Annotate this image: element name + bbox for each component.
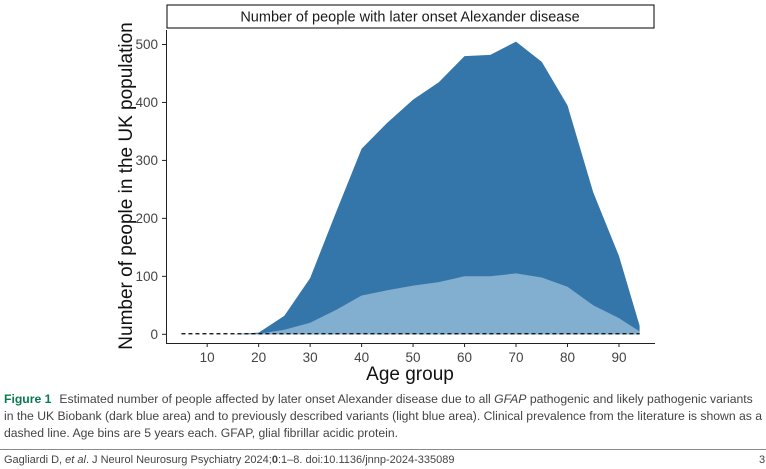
figure-label: Figure 1 — [4, 392, 52, 406]
footer-volume: 0 — [271, 454, 278, 466]
x-tick-label: 70 — [509, 350, 524, 365]
footer-year: 2024; — [241, 454, 272, 466]
figure-caption: Figure 1 Estimated number of people affec… — [4, 391, 764, 442]
chart-title-box — [166, 4, 655, 29]
x-tick-label: 40 — [354, 350, 369, 365]
caption-gene: GFAP — [494, 392, 527, 406]
x-tick-label: 30 — [303, 350, 318, 365]
footer-citation: Gagliardi D, et al. J Neurol Neurosurg P… — [4, 454, 455, 466]
x-tick-label: 90 — [611, 350, 626, 365]
x-tick-label: 50 — [406, 350, 421, 365]
x-tick-label: 80 — [560, 350, 575, 365]
series-layer — [181, 41, 640, 335]
footer-journal: . J Neurol Neurosurg Psychiatry — [85, 454, 242, 466]
series-area-0 — [232, 41, 640, 335]
y-tick-label: 500 — [135, 37, 158, 52]
footer-divider — [0, 449, 766, 450]
y-axis-label: Number of people in the UK population — [116, 22, 137, 349]
area-chart: Number of people with later onset Alexan… — [116, 4, 655, 385]
y-tick-label: 0 — [150, 327, 158, 342]
y-tick-label: 300 — [135, 153, 158, 168]
page-number: 3 — [759, 454, 766, 466]
y-tick-label: 200 — [135, 211, 158, 226]
x-axis-label: Age group — [366, 364, 454, 385]
x-tick-label: 20 — [251, 350, 266, 365]
x-tick-label: 60 — [457, 350, 472, 365]
y-tick-label: 400 — [135, 95, 158, 110]
caption-text-after: pathogenic and likely pathogenic variant… — [4, 392, 763, 440]
caption-text-before: Estimated number of people affected by l… — [59, 392, 495, 406]
chart-title: Number of people with later onset Alexan… — [240, 10, 579, 26]
y-tick-label: 100 — [135, 269, 158, 284]
footer-doi: :1–8. doi:10.1136/jnnp-2024-335089 — [277, 454, 455, 466]
footer-authors: Gagliardi D, — [4, 454, 66, 466]
series-area-1 — [232, 273, 640, 335]
x-tick-label: 10 — [200, 350, 215, 365]
footer-etal: et al — [65, 454, 86, 466]
tick-layer: 10 20 30 40 50 60 70 80 90 0 100 200 300 400 500 — [135, 37, 626, 365]
